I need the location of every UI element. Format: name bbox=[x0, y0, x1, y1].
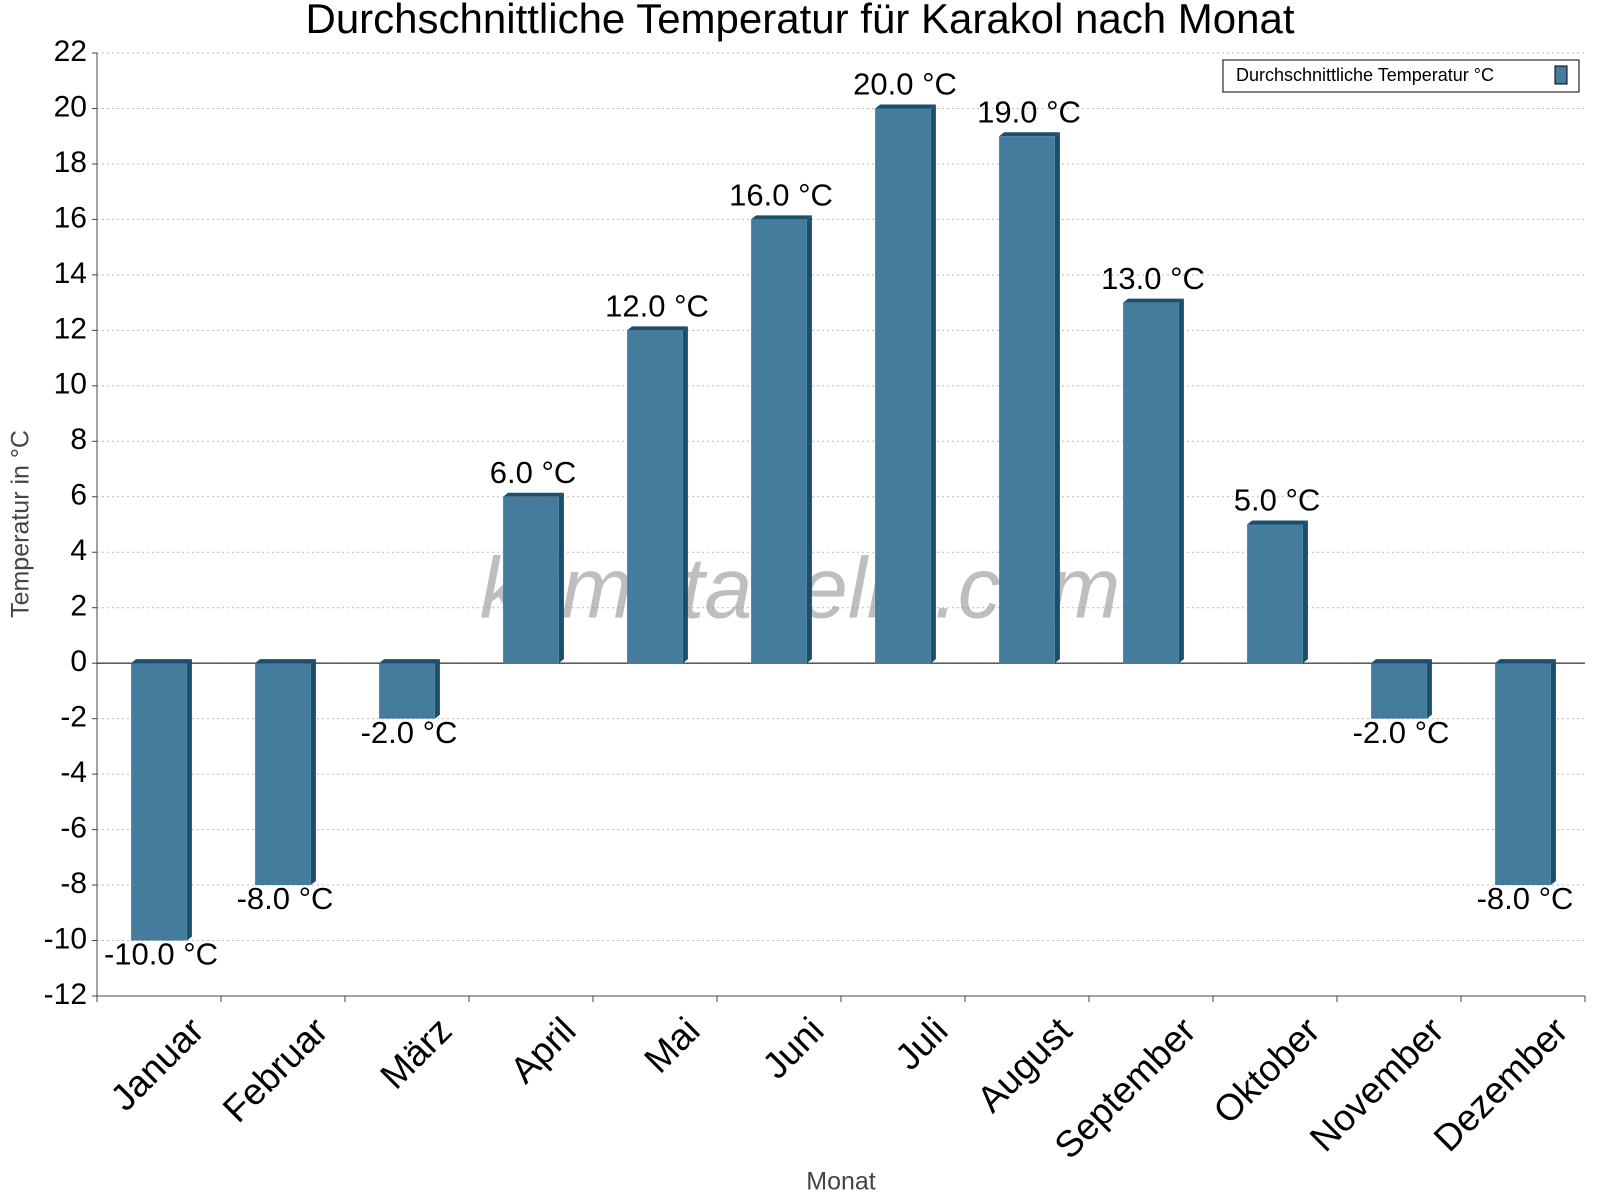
value-label: 19.0 °C bbox=[977, 94, 1081, 129]
value-label: -8.0 °C bbox=[237, 881, 334, 916]
y-tick-label: 14 bbox=[54, 257, 87, 290]
bar-depth bbox=[627, 326, 688, 331]
bar-depth bbox=[186, 659, 192, 941]
bar bbox=[131, 663, 187, 941]
y-tick-label: 12 bbox=[54, 312, 87, 345]
bar-depth bbox=[131, 659, 192, 664]
bar-depth bbox=[1178, 298, 1184, 664]
bar bbox=[379, 663, 435, 719]
bar-depth bbox=[503, 492, 564, 497]
bar bbox=[1371, 663, 1427, 719]
y-axis-title: Temperatur in °C bbox=[7, 430, 35, 618]
bar-depth bbox=[1495, 659, 1556, 664]
y-tick-label: -4 bbox=[60, 756, 87, 789]
bar-depth bbox=[1247, 520, 1308, 525]
bar-depth bbox=[1123, 298, 1184, 303]
bar-depth bbox=[806, 215, 812, 664]
bar-depth bbox=[1302, 520, 1308, 664]
bar bbox=[627, 330, 683, 664]
y-tick-label: -2 bbox=[60, 701, 87, 734]
y-tick-label: 0 bbox=[70, 645, 87, 678]
value-label: 12.0 °C bbox=[605, 289, 709, 324]
bar bbox=[999, 136, 1055, 664]
bar-depth bbox=[930, 104, 936, 664]
value-label: 16.0 °C bbox=[729, 178, 833, 213]
y-tick-label: 2 bbox=[70, 590, 87, 623]
value-label: -10.0 °C bbox=[104, 937, 218, 972]
bar-depth bbox=[875, 104, 936, 109]
bar-depth bbox=[1550, 659, 1556, 886]
bar bbox=[255, 663, 311, 886]
y-tick-label: 20 bbox=[54, 90, 87, 123]
y-tick-label: -8 bbox=[60, 867, 87, 900]
value-label: -2.0 °C bbox=[361, 715, 458, 750]
bar bbox=[1247, 524, 1303, 664]
y-tick-label: 18 bbox=[54, 146, 87, 179]
bar bbox=[503, 496, 559, 664]
y-tick-label: 4 bbox=[70, 534, 87, 567]
y-tick-label: -12 bbox=[44, 978, 87, 1011]
value-label: -2.0 °C bbox=[1353, 715, 1450, 750]
bar-depth bbox=[682, 326, 688, 664]
bar-depth bbox=[999, 132, 1060, 137]
value-label: -8.0 °C bbox=[1477, 881, 1574, 916]
legend-label: Durchschnittliche Temperatur °C bbox=[1236, 65, 1494, 85]
bar bbox=[751, 219, 807, 664]
bar bbox=[875, 108, 931, 664]
y-tick-label: -6 bbox=[60, 812, 87, 845]
bar-depth bbox=[558, 492, 564, 664]
y-tick-label: 22 bbox=[54, 35, 87, 68]
bar-depth bbox=[310, 659, 316, 886]
legend-swatch bbox=[1554, 65, 1568, 85]
x-axis-title: Monat bbox=[806, 1168, 876, 1196]
value-label: 13.0 °C bbox=[1101, 261, 1205, 296]
y-tick-label: 8 bbox=[70, 423, 87, 456]
value-label: 6.0 °C bbox=[490, 455, 577, 490]
y-tick-label: 6 bbox=[70, 479, 87, 512]
y-tick-label: 16 bbox=[54, 201, 87, 234]
bar-depth bbox=[751, 215, 812, 220]
bar bbox=[1495, 663, 1551, 886]
value-label: 20.0 °C bbox=[853, 67, 957, 102]
y-tick-label: -10 bbox=[44, 922, 87, 955]
bar-depth bbox=[1426, 659, 1432, 719]
bar bbox=[1123, 302, 1179, 664]
bar-depth bbox=[1371, 659, 1432, 664]
legend: Durchschnittliche Temperatur °C bbox=[1222, 59, 1580, 93]
chart-title: Durchschnittliche Temperatur für Karakol… bbox=[305, 0, 1294, 42]
bar-depth bbox=[1054, 132, 1060, 664]
legend-box bbox=[1222, 59, 1580, 93]
bar-depth bbox=[434, 659, 440, 719]
y-tick-label: 10 bbox=[54, 368, 87, 401]
bar-depth bbox=[379, 659, 440, 664]
bar-depth bbox=[255, 659, 316, 664]
value-label: 5.0 °C bbox=[1234, 483, 1321, 518]
